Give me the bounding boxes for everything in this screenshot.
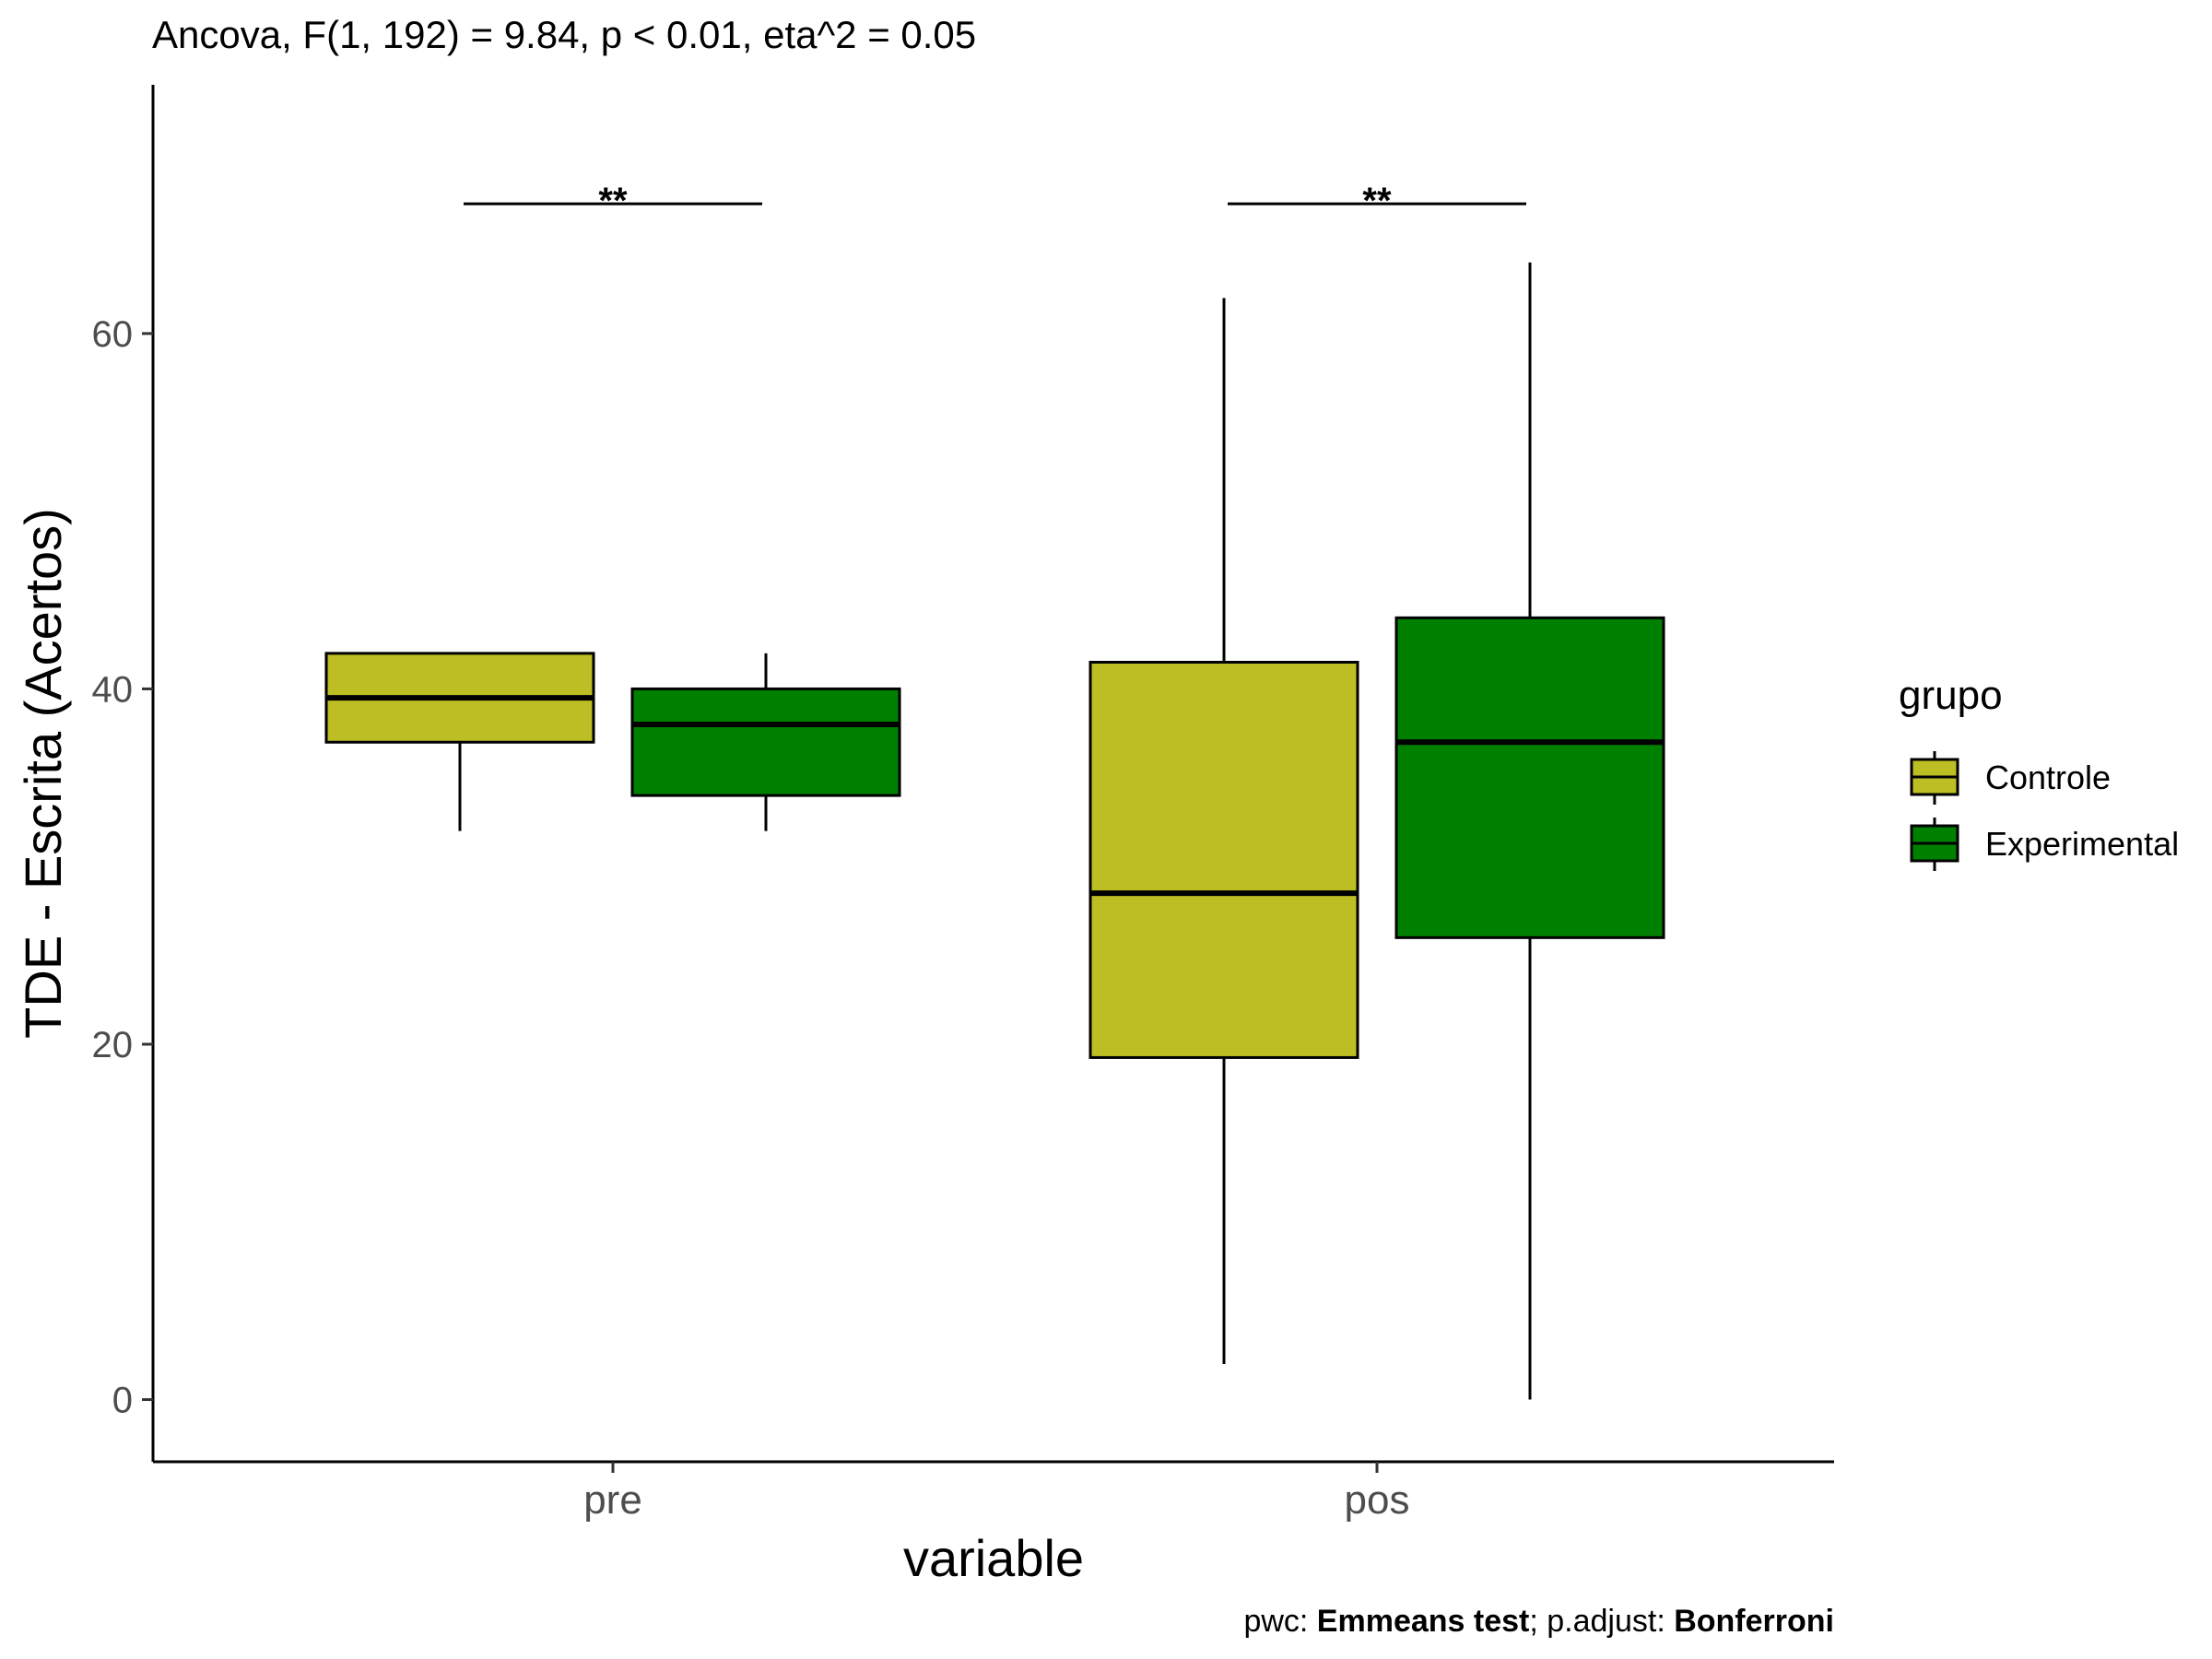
y-axis-label: TDE - Escrita (Acertos) <box>14 508 72 1039</box>
y-tick-label: 60 <box>92 314 134 355</box>
x-axis-label: variable <box>903 1529 1084 1587</box>
legend: grupo Controle Experimental <box>1899 673 2179 877</box>
caption-part: pwc: <box>1243 1604 1317 1639</box>
legend-key-icon <box>1908 751 1961 805</box>
chart-caption: pwc: Emmeans test; p.adjust: Bonferroni <box>1243 1604 1834 1640</box>
caption-part: ; p.adjust: <box>1529 1604 1675 1639</box>
box-experimental-pos <box>1394 616 1665 939</box>
x-tick-label: pos <box>1345 1477 1410 1523</box>
legend-item: Experimental <box>1899 811 2179 877</box>
legend-key-icon <box>1908 818 1961 871</box>
significance-label: ** <box>1362 181 1392 221</box>
legend-title: grupo <box>1899 673 2003 718</box>
significance-label: ** <box>598 181 628 221</box>
legend-label: Experimental <box>1985 825 2180 863</box>
legend-item: Controle <box>1899 745 2179 811</box>
box-controle-pos <box>1088 661 1359 1059</box>
y-tick-label: 40 <box>92 669 134 710</box>
x-tick-label: pre <box>583 1477 642 1523</box>
legend-label: Controle <box>1985 759 2112 796</box>
chart-title: Ancova, F(1, 192) = 9.84, p < 0.01, eta^… <box>152 13 977 56</box>
caption-part: Bonferroni <box>1674 1604 1834 1639</box>
box-experimental-pre <box>630 687 901 797</box>
caption-part: Emmeans test <box>1316 1604 1530 1639</box>
y-tick-label: 20 <box>92 1025 134 1065</box>
y-tick-label: 0 <box>112 1381 133 1421</box>
